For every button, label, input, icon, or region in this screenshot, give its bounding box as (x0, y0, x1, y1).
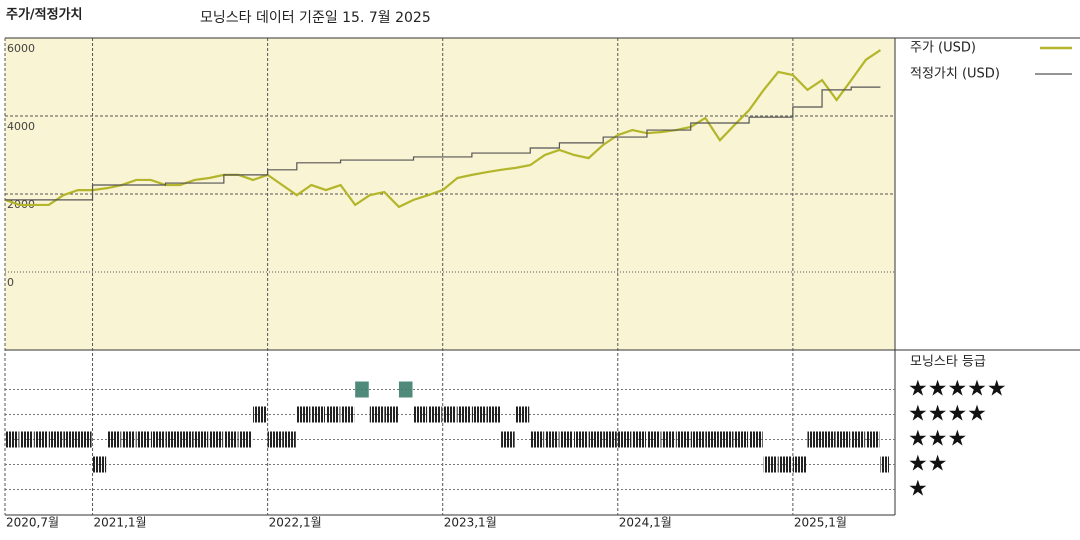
rating-bar (661, 431, 676, 448)
rating-label: ★ (908, 477, 928, 502)
rating-bar (384, 406, 398, 423)
y-tick-label: 0 (7, 276, 14, 289)
rating-bar (705, 431, 719, 448)
rating-bar (442, 406, 457, 423)
rating-bar (559, 431, 574, 448)
chart-subtitle: 모닝스타 데이터 기준일 15. 7월 2025 (200, 10, 431, 26)
rating-bar (807, 431, 822, 448)
rating-bar (340, 406, 355, 423)
rating-bar (646, 431, 661, 448)
rating-bar (851, 431, 865, 448)
rating-bar (48, 431, 63, 448)
legend-label: 적정가치 (USD) (910, 67, 1000, 82)
rating-bar (19, 431, 34, 448)
x-tick-label: 2022,1월 (269, 516, 322, 530)
rating-bar (501, 431, 515, 448)
rating-bar (428, 406, 442, 423)
rating-bar (136, 431, 150, 448)
rating-bar (486, 406, 501, 423)
rating-bar (574, 431, 588, 448)
rating-bar (355, 381, 369, 398)
rating-bar (749, 431, 763, 448)
rating-bar (778, 456, 792, 473)
x-tick-label: 2020,7월 (6, 516, 59, 530)
rating-bar (792, 456, 807, 473)
y-tick-label: 4000 (7, 120, 35, 133)
rating-label: ★★★★ (908, 402, 987, 427)
rating-bar (617, 431, 632, 448)
rating-bar (209, 431, 223, 448)
rating-bar (180, 431, 194, 448)
rating-bar (325, 406, 340, 423)
rating-bar (603, 431, 617, 448)
y-tick-label: 6000 (7, 42, 35, 55)
legend-label: 주가 (USD) (910, 41, 976, 56)
rating-bar (282, 431, 296, 448)
rating-bar (5, 431, 19, 448)
x-tick-label: 2023,1월 (444, 516, 497, 530)
rating-bar (836, 431, 851, 448)
rating-bar (515, 406, 530, 423)
rating-bar (763, 456, 778, 473)
rating-bar (296, 406, 311, 423)
rating-label: ★★★ (908, 427, 967, 452)
rating-bar (719, 431, 734, 448)
rating-bar (311, 406, 325, 423)
x-tick-label: 2021,1월 (94, 516, 147, 530)
x-tick-label: 2025,1월 (794, 516, 847, 530)
series-line (5, 86, 881, 201)
rating-bar (92, 456, 107, 473)
rating-bar (544, 431, 559, 448)
rating-bar (369, 406, 384, 423)
rating-label: ★★ (908, 452, 947, 477)
rating-bar (822, 431, 836, 448)
rating-bar (267, 431, 282, 448)
rating-bar (238, 431, 253, 448)
rating-bar (865, 431, 880, 448)
rating-bar (253, 406, 267, 423)
chart-title: 주가/적정가치 (6, 7, 83, 23)
rating-bar (690, 431, 705, 448)
rating-bar (880, 456, 889, 473)
rating-bar (121, 431, 136, 448)
rating-bar (223, 431, 238, 448)
rating-bar (676, 431, 690, 448)
rating-bar (194, 431, 209, 448)
rating-bar (471, 406, 486, 423)
rating-bar (34, 431, 48, 448)
rating-bar (530, 431, 544, 448)
rating-bar (457, 406, 471, 423)
series-line (4, 49, 882, 209)
rating-bar (734, 431, 749, 448)
rating-bar (588, 431, 603, 448)
rating-label: ★★★★★ (908, 377, 1007, 402)
panel-title: 모닝스타 등급 (910, 355, 986, 370)
rating-bar (150, 431, 165, 448)
rating-bar (63, 431, 77, 448)
rating-bar (107, 431, 121, 448)
rating-bar (77, 431, 92, 448)
rating-bar (632, 431, 646, 448)
x-tick-label: 2024,1월 (619, 516, 672, 530)
rating-bar (413, 406, 428, 423)
rating-bar (398, 381, 413, 398)
rating-bar (165, 431, 180, 448)
